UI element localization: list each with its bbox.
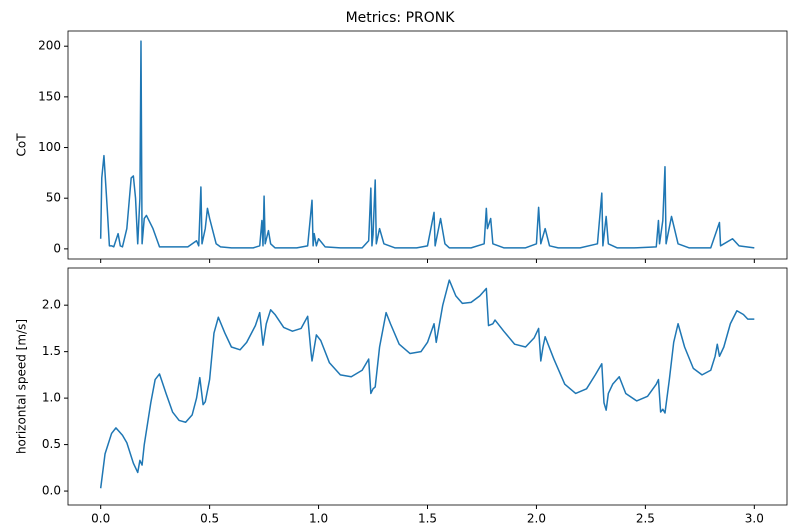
x-tick-label: 0.5 bbox=[200, 512, 219, 526]
y-tick-label: 0.0 bbox=[42, 484, 61, 498]
y-tick-label: 1.0 bbox=[42, 391, 61, 405]
y-tick-label: 1.5 bbox=[42, 344, 61, 358]
y-tick-label: 200 bbox=[38, 39, 61, 53]
y-tick-label: 0 bbox=[53, 241, 61, 255]
x-tick-label: 0.0 bbox=[91, 512, 110, 526]
y-tick-label: 50 bbox=[46, 191, 61, 205]
y-tick-label: 100 bbox=[38, 140, 61, 154]
x-tick-label: 2.0 bbox=[527, 512, 546, 526]
chart-title: Metrics: PRONK bbox=[346, 10, 456, 26]
axes-frame bbox=[67, 267, 788, 506]
y-tick-label: 0.5 bbox=[42, 437, 61, 451]
data-line bbox=[99, 40, 755, 249]
y-tick-label: 150 bbox=[38, 89, 61, 103]
x-tick-label: 2.5 bbox=[636, 512, 655, 526]
y-axis-label: horizontal speed [m/s] bbox=[15, 319, 29, 454]
y-axis-label: CoT bbox=[15, 133, 29, 157]
x-tick-label: 1.0 bbox=[309, 512, 328, 526]
x-tick-label: 3.0 bbox=[745, 512, 764, 526]
y-tick-label: 2.0 bbox=[42, 298, 61, 312]
data-line bbox=[99, 279, 755, 489]
x-tick-label: 1.5 bbox=[418, 512, 437, 526]
axes-frame bbox=[67, 30, 788, 260]
